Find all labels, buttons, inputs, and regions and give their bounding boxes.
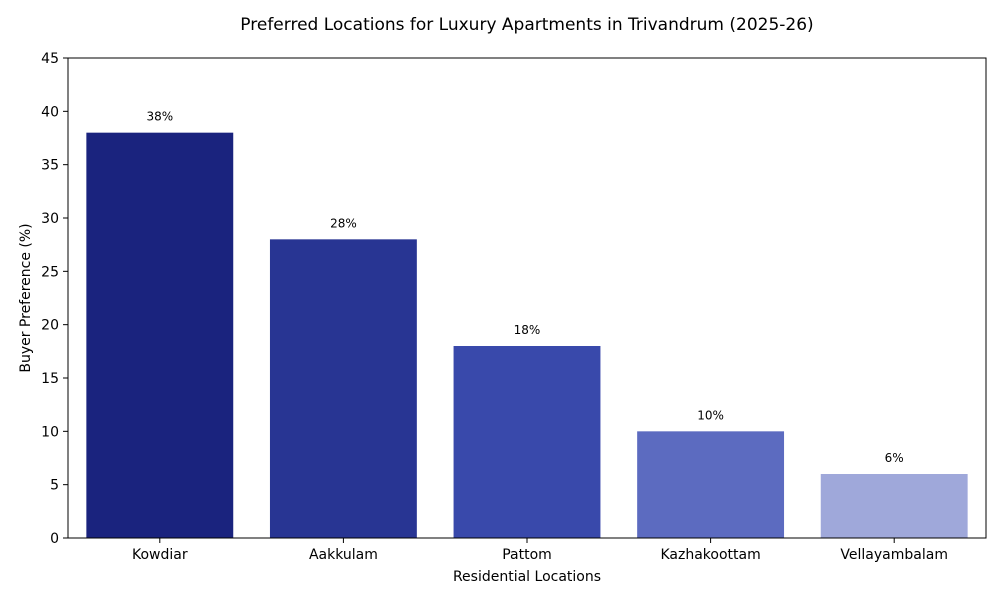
y-tick-label: 0 [50, 531, 59, 547]
bar-pattom [453, 346, 601, 538]
x-axis-label: Residential Locations [453, 569, 601, 585]
y-axis-label: Buyer Preference (%) [18, 223, 34, 372]
data-label: 38% [146, 110, 173, 124]
data-label: 18% [514, 323, 541, 337]
y-tick-label: 35 [41, 158, 59, 174]
bar-aakkulam [269, 239, 417, 539]
y-tick-label: 25 [41, 264, 59, 280]
bar-kazhakoottam [637, 431, 785, 538]
bar-kowdiar [86, 132, 234, 538]
y-tick-label: 45 [41, 51, 59, 67]
x-tick-label: Aakkulam [309, 547, 378, 563]
x-tick-label: Kowdiar [132, 547, 188, 563]
chart-title: Preferred Locations for Luxury Apartment… [240, 15, 813, 35]
data-label: 28% [330, 216, 357, 230]
y-tick-label: 40 [41, 104, 59, 120]
data-label: 10% [697, 408, 724, 422]
y-tick-label: 20 [41, 318, 59, 334]
y-tick-label: 5 [50, 478, 59, 494]
x-tick-label: Pattom [502, 547, 552, 563]
data-label: 6% [885, 451, 904, 465]
y-tick-label: 30 [41, 211, 59, 227]
y-tick-label: 15 [41, 371, 59, 387]
x-tick-label: Vellayambalam [840, 547, 948, 563]
bar-vellayambalam [820, 474, 968, 538]
plot-frame [67, 57, 987, 539]
x-tick-label: Kazhakoottam [660, 547, 760, 563]
y-tick-label: 10 [41, 424, 59, 440]
